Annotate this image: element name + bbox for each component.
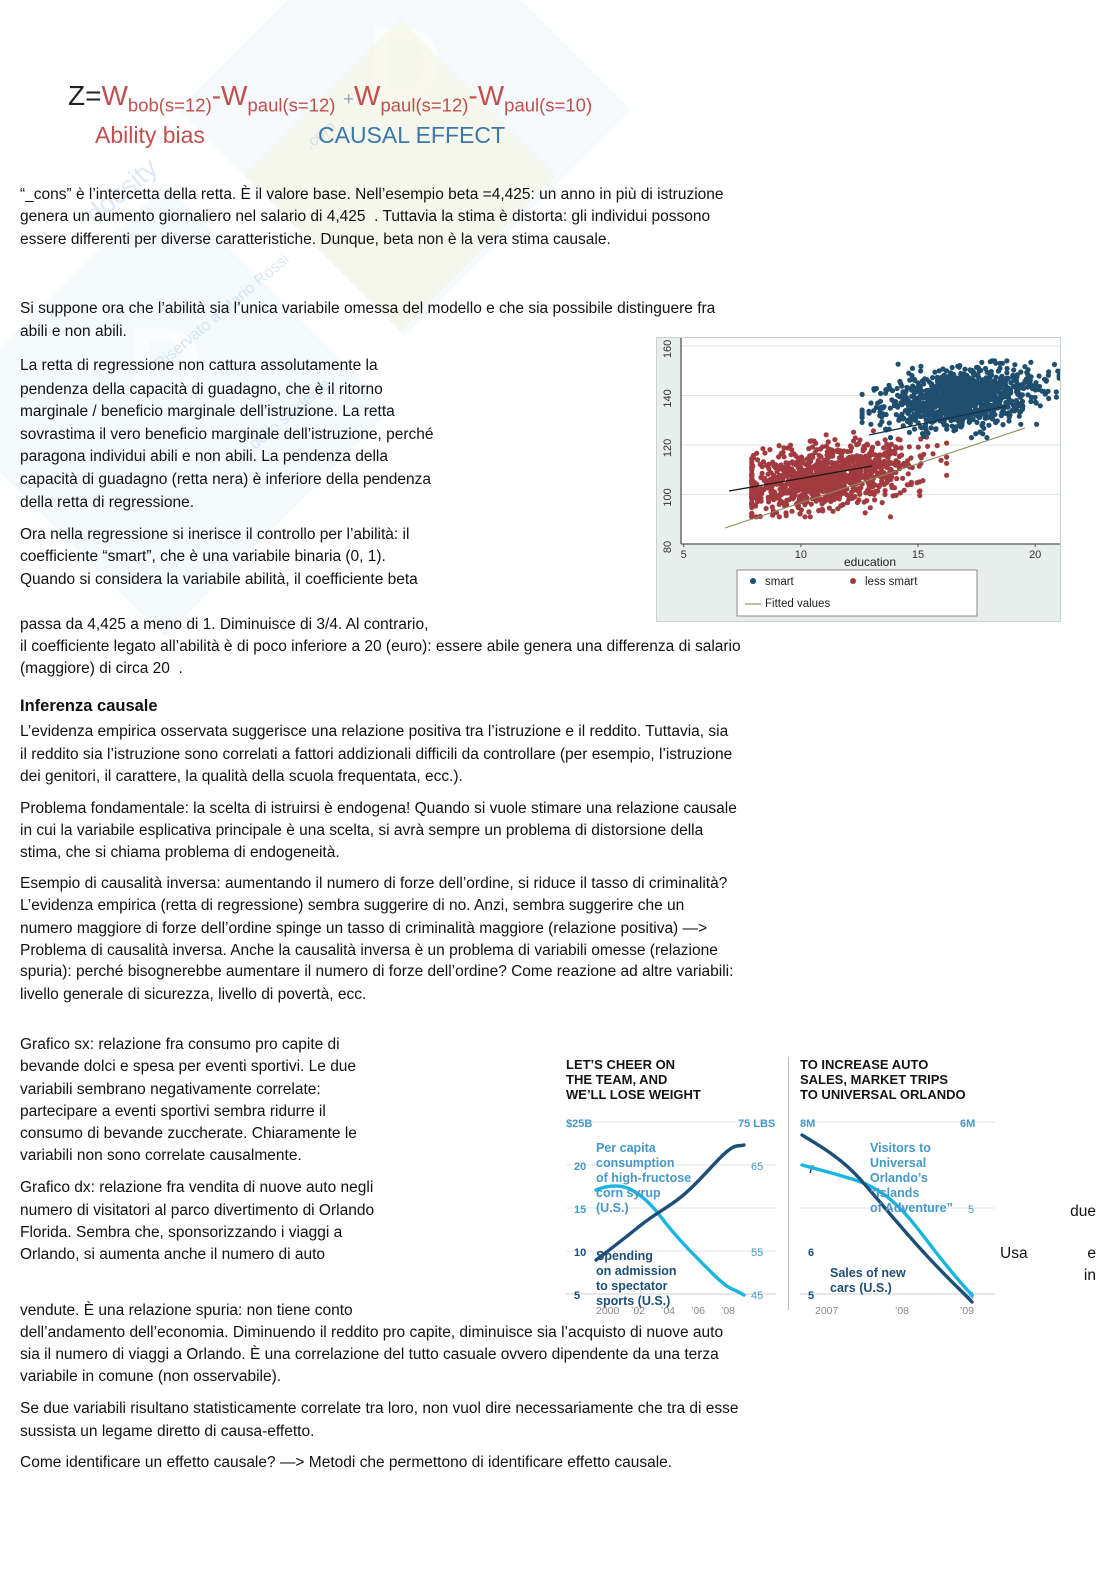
svg-text:’08: ’08 (721, 1305, 735, 1317)
svg-text:45: 45 (751, 1290, 763, 1302)
svg-text:8M: 8M (800, 1118, 815, 1130)
svg-text:10: 10 (795, 549, 807, 561)
svg-text:75 LBS: 75 LBS (738, 1118, 775, 1130)
svg-text:Sales of new: Sales of new (830, 1266, 906, 1280)
svg-text:Universal: Universal (870, 1156, 926, 1170)
svg-text:15: 15 (912, 549, 924, 561)
svg-text:sports (U.S.): sports (U.S.) (596, 1294, 670, 1308)
svg-text:20: 20 (574, 1161, 586, 1173)
svg-text:6: 6 (808, 1247, 814, 1259)
svg-text:of high-fructose: of high-fructose (596, 1171, 691, 1185)
svg-text:2007: 2007 (815, 1305, 839, 1317)
svg-text:“Islands: “Islands (870, 1186, 919, 1200)
svg-text:Visitors to: Visitors to (870, 1141, 931, 1155)
svg-text:Spending: Spending (596, 1249, 653, 1263)
svg-text:15: 15 (574, 1204, 586, 1216)
svg-text:smart: smart (765, 576, 795, 588)
svg-text:less smart: less smart (865, 576, 918, 588)
svg-text:Fitted values: Fitted values (765, 598, 830, 610)
svg-text:10: 10 (574, 1247, 586, 1259)
svg-text:Orlando’s: Orlando’s (870, 1171, 928, 1185)
svg-text:100: 100 (662, 488, 674, 506)
svg-text:5: 5 (808, 1290, 814, 1302)
svg-text:120: 120 (662, 439, 674, 457)
svg-text:’08: ’08 (895, 1305, 909, 1317)
svg-text:consumption: consumption (596, 1156, 674, 1170)
svg-text:5: 5 (574, 1290, 580, 1302)
svg-text:65: 65 (751, 1161, 763, 1173)
svg-text:’09: ’09 (960, 1305, 974, 1317)
svg-text:of Adventure”: of Adventure” (870, 1201, 953, 1215)
svg-text:5: 5 (681, 549, 687, 561)
svg-text:6M: 6M (960, 1118, 975, 1130)
svg-text:(U.S.): (U.S.) (596, 1201, 629, 1215)
svg-text:80: 80 (662, 541, 674, 553)
svg-text:’06: ’06 (691, 1305, 705, 1317)
svg-text:cars (U.S.): cars (U.S.) (830, 1281, 892, 1295)
svg-text:5: 5 (968, 1204, 974, 1216)
svg-text:160: 160 (662, 340, 674, 358)
svg-text:on admission: on admission (596, 1264, 677, 1278)
svg-text:140: 140 (662, 389, 674, 407)
svg-text:Per capita: Per capita (596, 1141, 657, 1155)
svg-text:$25B: $25B (566, 1118, 592, 1130)
svg-text:20: 20 (1029, 549, 1041, 561)
svg-text:education: education (844, 555, 896, 569)
svg-text:55: 55 (751, 1247, 763, 1259)
svg-text:to spectator: to spectator (596, 1279, 668, 1293)
svg-text:corn syrup: corn syrup (596, 1186, 661, 1200)
